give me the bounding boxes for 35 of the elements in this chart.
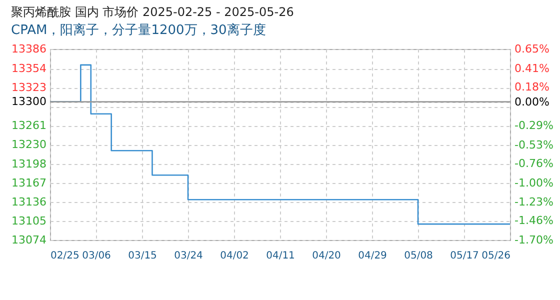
y-tick-label: 13323 [12,81,46,94]
y-tick-label: 13261 [12,119,46,132]
x-tick-label: 05/26 [482,250,510,262]
y-tick-label: 13167 [12,176,46,190]
y2-tick-label: -1.46% [514,214,554,227]
chart-title: 聚丙烯酰胺 国内 市场价 2025-02-25 - 2025-05-26 [11,5,294,19]
y2-tick-label: -1.70% [514,234,554,246]
y-tick-label: 13300 [12,95,46,108]
x-tick-label: 04/20 [312,250,341,262]
y2-tick-label: 0.65% [514,42,550,56]
y2-tick-label: 0.18% [514,80,550,94]
y-tick-label: 13354 [12,62,46,76]
y-tick-label: 13105 [12,214,46,228]
x-tick-label: 03/24 [174,250,203,262]
y-tick-label: 13386 [12,42,46,56]
y2-tick-label: -1.00% [514,176,554,190]
x-tick-label: 04/29 [358,250,387,262]
x-tick-label: 05/17 [450,250,479,262]
x-tick-label: 04/02 [220,250,249,262]
y-tick-label: 13074 [12,234,46,246]
x-tick-label: 02/25 [50,250,80,262]
y2-tick-label: -0.29% [514,118,554,132]
y-tick-label: 13136 [12,196,46,209]
x-tick-label: 03/15 [128,250,157,262]
y2-tick-label: -0.53% [514,138,554,152]
x-tick-label: 05/08 [404,250,433,262]
y2-tick-label: 0.41% [514,62,550,76]
chart-subtitle: CPAM，阳离子，分子量1200万，30离子度 [11,22,266,38]
y2-tick-label: -0.76% [514,157,554,170]
y2-tick-label: 0.00% [514,95,550,108]
y2-tick-label: -1.23% [514,195,554,208]
x-tick-label: 03/06 [82,250,111,262]
x-tick-label: 04/11 [266,250,295,262]
y-tick-label: 13198 [12,158,46,171]
y-tick-label: 13230 [12,138,46,151]
